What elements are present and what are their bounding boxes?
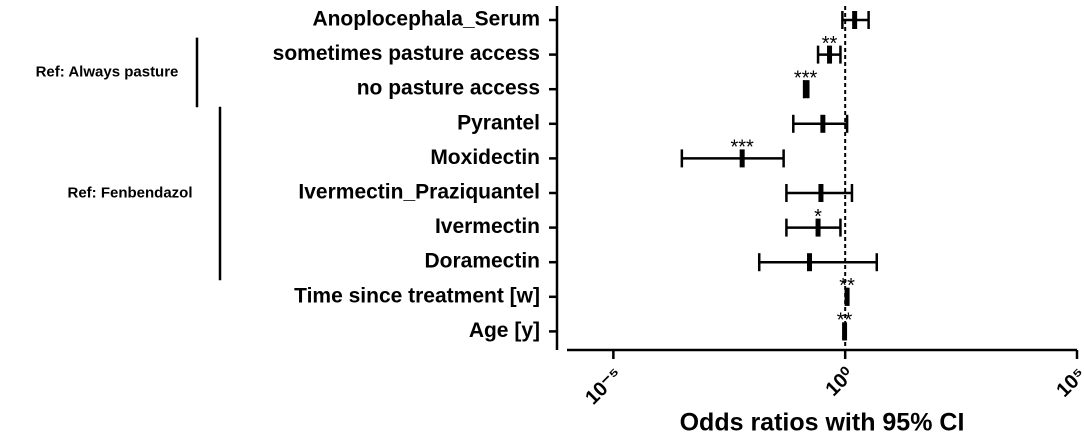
group-label: Ref: Fenbendazol bbox=[67, 184, 192, 201]
x-tick-label: 10⁰ bbox=[821, 364, 858, 401]
significance-stars: ** bbox=[822, 33, 838, 55]
category-label: sometimes pasture access bbox=[273, 42, 540, 65]
group-label: Ref: Always pasture bbox=[36, 63, 179, 80]
x-tick-label: 10⁻⁵ bbox=[581, 364, 626, 409]
category-label: Doramectin bbox=[424, 250, 540, 273]
significance-stars: ** bbox=[839, 275, 855, 297]
category-label: Moxidectin bbox=[430, 146, 540, 169]
category-label: Ivermectin_Praziquantel bbox=[298, 181, 540, 204]
significance-stars: ** bbox=[837, 310, 853, 332]
category-label: Pyrantel bbox=[457, 111, 540, 134]
category-label: Time since treatment [w] bbox=[294, 284, 540, 307]
x-tick-label: 10⁵ bbox=[1052, 364, 1084, 402]
category-label: Ivermectin bbox=[435, 215, 540, 238]
category-label: Anoplocephala_Serum bbox=[312, 8, 540, 31]
significance-stars: *** bbox=[794, 67, 818, 89]
significance-stars: *** bbox=[730, 137, 754, 159]
category-label: Age [y] bbox=[469, 319, 540, 342]
significance-stars: * bbox=[814, 206, 822, 228]
x-axis-title: Odds ratios with 95% CI bbox=[680, 409, 965, 437]
category-label: no pasture access bbox=[357, 77, 540, 100]
